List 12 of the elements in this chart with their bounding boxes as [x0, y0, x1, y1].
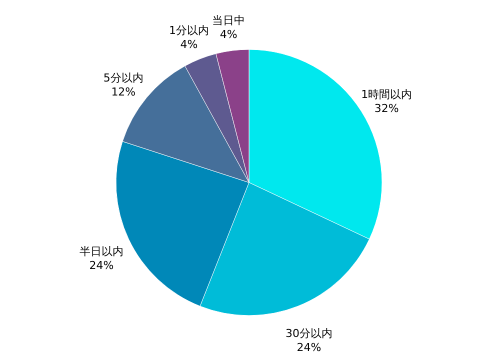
slice-label: 30分以内	[286, 327, 333, 340]
data-label: 4%	[220, 28, 238, 41]
slice-label: 半日以内	[80, 244, 124, 258]
data-label: 24%	[89, 258, 114, 272]
data-label: 12%	[111, 86, 136, 99]
data-label: 4%	[180, 38, 198, 51]
slice-label: 1分以内	[168, 24, 209, 37]
slice-label: 当日中	[212, 14, 246, 27]
slice-label: 5分以内	[103, 72, 144, 85]
data-label: 24%	[296, 341, 322, 354]
slice-label: 1時間以内	[361, 88, 412, 102]
data-label: 32%	[374, 102, 399, 116]
